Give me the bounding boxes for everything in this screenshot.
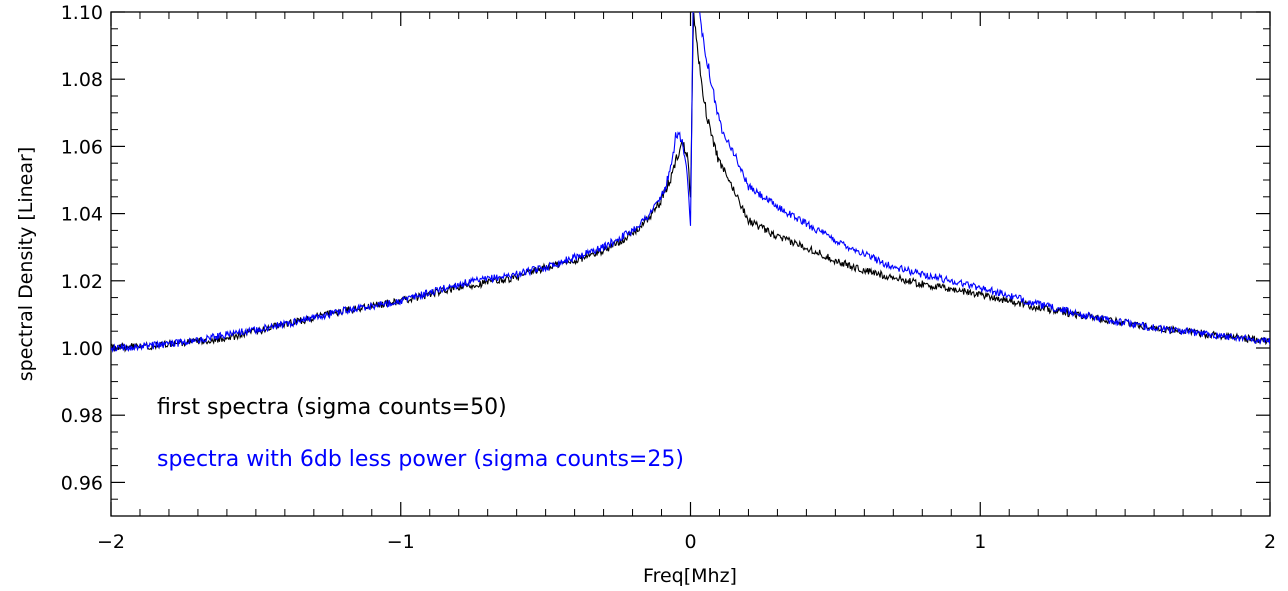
x-tick-label: 1 <box>974 531 986 553</box>
series-line-1 <box>111 12 1270 354</box>
y-axis-title: spectral Density [Linear] <box>15 147 37 381</box>
x-tick-labels: −2 −1 0 1 2 <box>97 531 1276 553</box>
x-tick-label: −1 <box>387 531 415 553</box>
y-tick-label: 1.04 <box>61 204 103 226</box>
legend-entry-first-spectra: first spectra (sigma counts=50) <box>157 395 507 420</box>
y-tick-label: 1.02 <box>61 271 103 293</box>
y-tick-label: 1.10 <box>61 2 103 24</box>
x-axis-title: Freq[Mhz] <box>643 565 737 587</box>
y-tick-label: 0.96 <box>61 472 103 494</box>
y-tick-labels: 0.96 0.98 1.00 1.02 1.04 1.06 1.08 1.10 <box>61 2 103 494</box>
x-tick-label: 2 <box>1264 531 1276 553</box>
series-layer <box>111 12 1270 354</box>
x-tick-label: −2 <box>97 531 125 553</box>
x-tick-label: 0 <box>684 531 696 553</box>
y-tick-label: 1.00 <box>61 338 103 360</box>
plot-area <box>110 11 1271 517</box>
y-tick-label: 1.08 <box>61 69 103 91</box>
axis-ticks <box>110 11 1271 517</box>
y-tick-label: 1.06 <box>61 136 103 158</box>
legend-entry-spectra-6db-less: spectra with 6db less power (sigma count… <box>157 447 684 472</box>
y-tick-label: 0.98 <box>61 405 103 427</box>
